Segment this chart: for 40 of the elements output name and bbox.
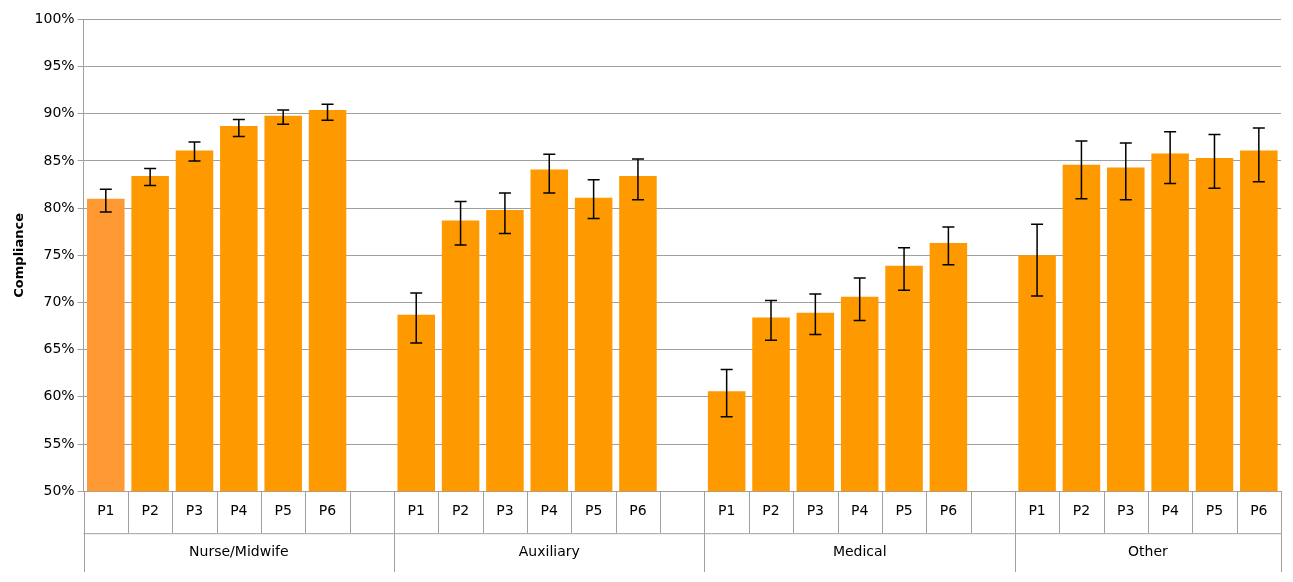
- x-tick-label: P2: [451, 502, 470, 519]
- text: Nurse/Midwife: [189, 543, 289, 560]
- x-tick-label: P5: [584, 502, 603, 519]
- x-tick-label: P4: [230, 502, 248, 519]
- x-tick-label: P6: [939, 502, 958, 519]
- y-tick-label: 75%: [43, 245, 75, 262]
- x-tick-label: P6: [318, 502, 337, 519]
- x-tick-label: P4: [851, 502, 869, 519]
- y-tick-label: 100%: [34, 10, 75, 27]
- x-tick-label: P2: [141, 502, 159, 519]
- y-tick-label: 60%: [43, 387, 75, 404]
- y-tick-label: 90%: [43, 104, 75, 121]
- x-tick-label: P3: [806, 502, 825, 519]
- x-tick-label: P3: [185, 502, 204, 519]
- x-tick-label: P4: [540, 502, 559, 519]
- x-tick-label: P1: [407, 502, 425, 519]
- x-tick-label: P6: [629, 502, 647, 519]
- y-tick-label: 55%: [43, 434, 75, 451]
- x-tick-label: P5: [1205, 502, 1224, 519]
- y-tick-label: 65%: [43, 340, 75, 357]
- y-axis-title: Compliance: [11, 212, 27, 298]
- x-tick-label: P5: [895, 502, 913, 519]
- x-tick-label: P3: [496, 502, 514, 519]
- y-tick-label: 80%: [43, 198, 75, 215]
- x-tick-label: P3: [1117, 502, 1135, 519]
- y-tick-label: 95%: [43, 57, 75, 74]
- x-tick-label: P2: [1072, 502, 1091, 519]
- x-tick-label: P1: [717, 502, 736, 519]
- y-tick-label: 50%: [43, 481, 75, 498]
- text: Medical: [832, 543, 887, 560]
- x-tick-label: P2: [762, 502, 780, 519]
- x-tick-label: P1: [97, 502, 115, 519]
- x-tick-label: P5: [274, 502, 292, 519]
- x-tick-label: P4: [1161, 502, 1179, 519]
- y-tick-label: 70%: [43, 293, 75, 310]
- x-tick-label: P6: [1250, 502, 1268, 519]
- text: Auxiliary: [518, 543, 580, 560]
- x-tick-label: P1: [1028, 502, 1046, 519]
- text: Other: [1128, 543, 1169, 560]
- y-tick-label: 85%: [43, 151, 75, 168]
